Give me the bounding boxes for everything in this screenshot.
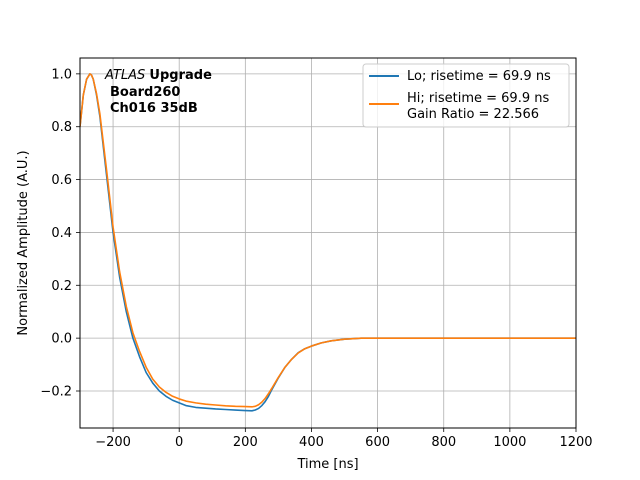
plot-frame (79, 57, 577, 429)
legend-frame (362, 63, 570, 128)
legend-label-lo: Lo; risetime = 69.9 ns (407, 69, 551, 84)
legend: Lo; risetime = 69.9 ns Hi; risetime = 69… (362, 63, 570, 128)
y-tick-label: −0.2 (40, 385, 72, 400)
legend-label-hi: Hi; risetime = 69.9 ns (407, 91, 549, 106)
y-tick-label: 1.0 (51, 67, 72, 82)
annotation-board: Board260 (110, 85, 180, 100)
annotation-channel: Ch016 35dB (110, 101, 198, 116)
y-tick-label: 0.4 (51, 226, 72, 241)
series-line-1 (80, 73, 576, 408)
annotation-atlas: ATLAS (104, 68, 145, 83)
y-axis: −0.2 0.0 0.2 0.4 0.6 0.8 1.0 (40, 67, 80, 400)
annotation: ATLAS Upgrade Board260 Ch016 35dB (104, 68, 212, 116)
y-tick-label: 0.0 (51, 332, 72, 347)
y-axis-label: Normalized Amplitude (A.U.) (16, 150, 31, 335)
x-tick-label: 1000 (493, 435, 526, 450)
series-layer (80, 73, 576, 412)
x-tick-label: 400 (299, 435, 324, 450)
annotation-line-1: ATLAS Upgrade (104, 68, 212, 83)
y-tick-label: 0.8 (51, 120, 72, 135)
legend-label-gain-ratio: Gain Ratio = 22.566 (407, 107, 539, 122)
x-tick-label: 0 (175, 435, 183, 450)
x-tick-label: 600 (365, 435, 390, 450)
x-tick-label: 800 (431, 435, 456, 450)
x-tick-label: −200 (95, 435, 131, 450)
x-tick-label: 1200 (559, 435, 592, 450)
annotation-upgrade: Upgrade (149, 68, 212, 83)
x-tick-label: 200 (233, 435, 258, 450)
y-tick-label: 0.6 (51, 173, 72, 188)
x-axis: −200 0 200 400 600 800 1000 1200 (95, 428, 593, 450)
y-tick-label: 0.2 (51, 279, 72, 294)
x-axis-label: Time [ns] (296, 457, 358, 472)
